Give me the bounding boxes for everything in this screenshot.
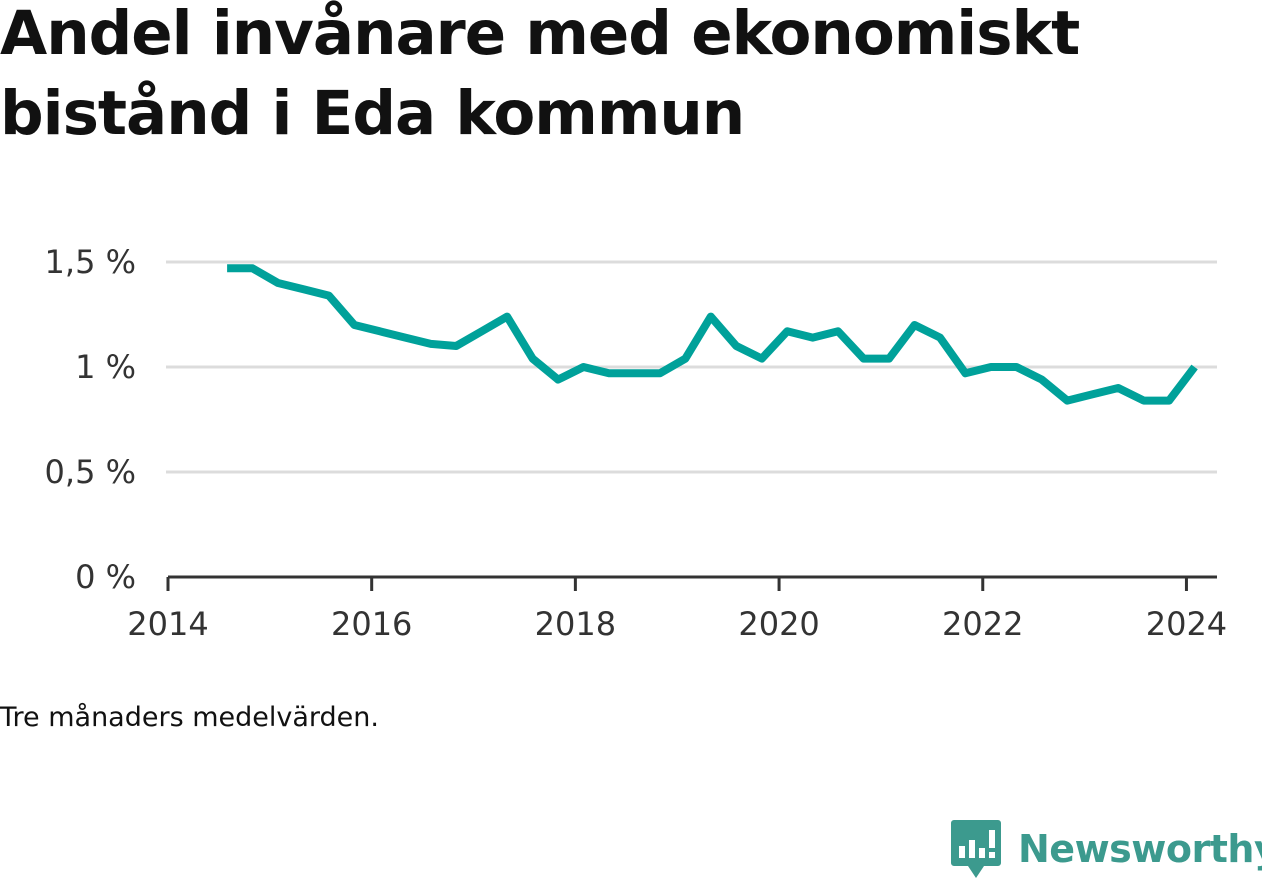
gridlines [166, 260, 1217, 474]
chart-note: Tre månaders medelvärden. [0, 702, 379, 733]
series-line [227, 264, 1198, 405]
brand-name: Newsworthy [1018, 827, 1262, 871]
y-axis-labels: 0 % 0,5 % 1 % 1,5 % [45, 243, 136, 596]
x-axis: 2014 2016 2018 2020 2022 2024 [127, 575, 1227, 643]
x-tick-label: 2016 [331, 605, 412, 643]
brand: Newsworthy [950, 818, 1262, 880]
y-tick-label: 1 % [75, 348, 136, 386]
x-tick-label: 2014 [127, 605, 208, 643]
x-tick-label: 2024 [1146, 605, 1227, 643]
x-tick-label: 2018 [535, 605, 616, 643]
x-tick-label: 2022 [942, 605, 1023, 643]
chart-title: Andel invånare med ekonomiskt bistånd i … [0, 0, 1080, 149]
y-tick-label: 0 % [75, 558, 136, 596]
newsworthy-logo-icon [951, 820, 1001, 878]
y-tick-label: 1,5 % [45, 243, 136, 281]
series-lines [227, 264, 1198, 405]
y-tick-label: 0,5 % [45, 453, 136, 491]
x-tick-label: 2020 [738, 605, 819, 643]
